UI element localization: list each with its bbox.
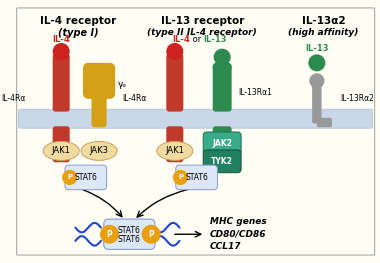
FancyBboxPatch shape xyxy=(19,109,373,128)
Text: CCL17: CCL17 xyxy=(210,242,241,251)
Text: STAT6: STAT6 xyxy=(118,235,141,244)
FancyBboxPatch shape xyxy=(53,126,70,162)
FancyBboxPatch shape xyxy=(83,63,115,99)
Text: IL-4 receptor: IL-4 receptor xyxy=(40,17,116,27)
Text: IL-4: IL-4 xyxy=(173,35,190,44)
Ellipse shape xyxy=(157,141,193,160)
Circle shape xyxy=(53,43,70,60)
Text: STAT6: STAT6 xyxy=(118,226,141,235)
Text: CD80/CD86: CD80/CD86 xyxy=(210,230,266,239)
Text: IL-13: IL-13 xyxy=(203,35,226,44)
Text: TYK2: TYK2 xyxy=(211,157,233,166)
FancyBboxPatch shape xyxy=(213,126,232,162)
Text: (type I): (type I) xyxy=(58,28,98,38)
Text: IL-13 receptor: IL-13 receptor xyxy=(161,17,244,27)
Text: MHC genes: MHC genes xyxy=(210,218,267,226)
FancyBboxPatch shape xyxy=(203,150,241,173)
Text: JAK3: JAK3 xyxy=(90,146,109,155)
Text: IL-13: IL-13 xyxy=(305,44,329,53)
FancyBboxPatch shape xyxy=(92,95,107,127)
Circle shape xyxy=(213,62,224,73)
Circle shape xyxy=(220,62,232,73)
FancyBboxPatch shape xyxy=(176,165,217,190)
Text: IL-4: IL-4 xyxy=(52,35,70,44)
Ellipse shape xyxy=(81,141,117,160)
Text: IL-13Rα2: IL-13Rα2 xyxy=(340,94,374,103)
Circle shape xyxy=(166,43,183,60)
Text: STAT6: STAT6 xyxy=(185,173,208,182)
Text: P: P xyxy=(148,230,154,239)
Text: P: P xyxy=(67,174,72,180)
FancyBboxPatch shape xyxy=(53,54,70,112)
Text: IL-13α2: IL-13α2 xyxy=(302,17,345,27)
Text: STAT6: STAT6 xyxy=(74,173,97,182)
Circle shape xyxy=(309,73,325,88)
Text: JAK1: JAK1 xyxy=(165,146,184,155)
FancyBboxPatch shape xyxy=(213,63,232,112)
FancyBboxPatch shape xyxy=(312,80,321,123)
Text: (type II IL-4 receptor): (type II IL-4 receptor) xyxy=(147,28,257,37)
Text: (high affinity): (high affinity) xyxy=(288,28,359,37)
FancyBboxPatch shape xyxy=(65,165,107,190)
FancyBboxPatch shape xyxy=(104,219,155,249)
FancyBboxPatch shape xyxy=(166,126,183,162)
Text: JAK1: JAK1 xyxy=(52,146,71,155)
Circle shape xyxy=(214,49,231,66)
Text: γₑ: γₑ xyxy=(118,80,127,89)
Text: IL-13Rα1: IL-13Rα1 xyxy=(238,88,272,97)
FancyBboxPatch shape xyxy=(203,132,241,155)
Text: or: or xyxy=(190,35,204,44)
Ellipse shape xyxy=(43,141,79,160)
Circle shape xyxy=(62,170,77,185)
FancyBboxPatch shape xyxy=(166,54,183,112)
Text: IL-4Rα: IL-4Rα xyxy=(122,94,146,103)
Text: IL-4Rα: IL-4Rα xyxy=(1,94,25,103)
Text: P: P xyxy=(107,230,112,239)
Circle shape xyxy=(173,170,188,185)
Circle shape xyxy=(142,225,161,244)
Text: JAK2: JAK2 xyxy=(212,139,232,148)
Circle shape xyxy=(308,54,325,71)
Text: P: P xyxy=(178,174,183,180)
Circle shape xyxy=(100,225,119,244)
FancyBboxPatch shape xyxy=(317,118,332,127)
